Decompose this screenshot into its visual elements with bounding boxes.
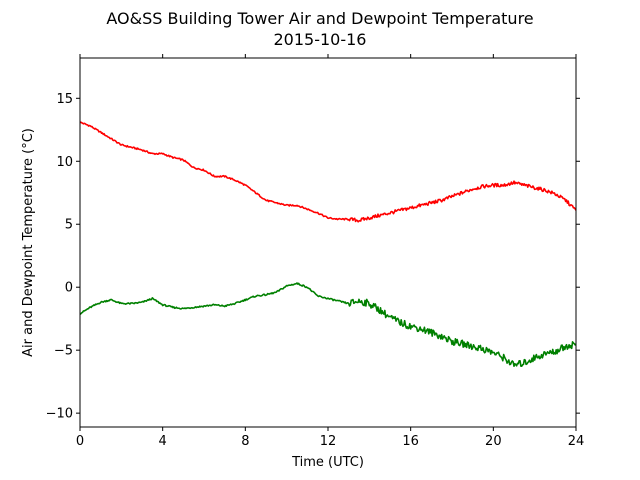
chart-title: AO&SS Building Tower Air and Dewpoint Te…	[106, 9, 533, 28]
ticks-layer: 0 4 8 12 16 20 24 −10 −5 0 5 10 15	[46, 54, 585, 449]
x-tick-label: 4	[159, 434, 167, 449]
y-tick-label: 15	[56, 92, 73, 107]
y-axis-label: Air and Dewpoint Temperature (°C)	[21, 128, 36, 357]
y-tick-label: 10	[56, 155, 73, 170]
series-layer	[79, 121, 577, 368]
x-tick-label: 8	[241, 434, 249, 449]
series-line-dewpoint-temperature	[79, 282, 577, 368]
x-tick-label: 20	[485, 434, 502, 449]
x-tick-label: 16	[402, 434, 419, 449]
x-tick-label: 24	[568, 434, 585, 449]
y-tick-label: 0	[65, 281, 73, 296]
y-tick-label: −10	[46, 407, 73, 422]
y-tick-label: −5	[54, 344, 73, 359]
x-axis-label: Time (UTC)	[291, 455, 364, 470]
x-tick-label: 12	[320, 434, 337, 449]
y-tick-label: 5	[65, 218, 73, 233]
x-tick-label: 0	[76, 434, 84, 449]
series-line-air-temperature	[79, 121, 577, 223]
plot-frame	[79, 57, 577, 428]
chart-subtitle: 2015-10-16	[274, 30, 367, 49]
